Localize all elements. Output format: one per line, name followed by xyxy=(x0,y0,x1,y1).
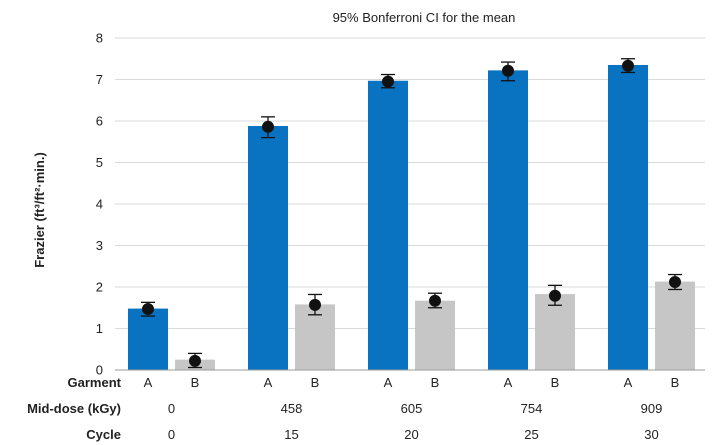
garment-label: A xyxy=(264,375,273,390)
cycle-value: 20 xyxy=(404,427,418,442)
garment-label: A xyxy=(144,375,153,390)
bar-a xyxy=(368,80,408,371)
mean-point xyxy=(549,289,561,302)
row-label-garment: Garment xyxy=(68,375,122,390)
bar-a xyxy=(608,64,648,370)
y-tick-label: 4 xyxy=(96,197,103,212)
mean-point xyxy=(669,276,681,289)
garment-label: A xyxy=(504,375,513,390)
bar-a xyxy=(248,125,288,370)
garment-label: B xyxy=(671,375,680,390)
bar-a xyxy=(488,70,528,371)
mean-point xyxy=(622,59,634,72)
cycle-value: 15 xyxy=(284,427,298,442)
garment-label: A xyxy=(384,375,393,390)
row-label-cycle: Cycle xyxy=(86,427,121,442)
y-tick-label: 2 xyxy=(96,280,103,295)
mid-dose-value: 605 xyxy=(401,401,423,416)
bars xyxy=(128,64,695,371)
gridlines xyxy=(115,37,705,329)
cycle-value: 30 xyxy=(644,427,658,442)
garment-label: B xyxy=(191,375,200,390)
chart-title: 95% Bonferroni CI for the mean xyxy=(333,10,516,25)
mean-point xyxy=(142,302,154,315)
y-tick-label: 6 xyxy=(96,114,103,129)
garment-label: B xyxy=(431,375,440,390)
mean-point xyxy=(262,120,274,133)
mean-point xyxy=(502,64,514,77)
row-label-mid-dose: Mid-dose (kGy) xyxy=(27,401,121,416)
bar-b xyxy=(415,300,455,370)
y-tick-label: 7 xyxy=(96,72,103,87)
y-tick-label: 8 xyxy=(96,31,103,46)
mid-dose-value: 909 xyxy=(641,401,663,416)
mid-dose-value: 754 xyxy=(521,401,543,416)
garment-label: B xyxy=(551,375,560,390)
y-tick-label: 5 xyxy=(96,155,103,170)
mean-point xyxy=(309,298,321,311)
error-bars xyxy=(141,58,682,369)
mid-dose-value: 458 xyxy=(281,401,303,416)
y-tick-label: 3 xyxy=(96,238,103,253)
bar-a xyxy=(128,308,168,370)
y-axis-label: Frazier (ft³/ft²·min.) xyxy=(32,152,47,268)
garment-label: A xyxy=(624,375,633,390)
y-axis: 0 1 2 3 4 5 6 7 8 xyxy=(96,31,103,378)
mean-point xyxy=(382,75,394,88)
bar-b xyxy=(535,294,575,370)
cycle-value: 25 xyxy=(524,427,538,442)
mean-point xyxy=(429,294,441,307)
garment-label: B xyxy=(311,375,320,390)
mid-dose-value: 0 xyxy=(168,401,175,416)
mean-point xyxy=(189,354,201,367)
y-tick-label: 0 xyxy=(96,363,103,378)
cycle-value: 0 xyxy=(168,427,175,442)
y-tick-label: 1 xyxy=(96,321,103,336)
bar-b xyxy=(655,281,695,370)
